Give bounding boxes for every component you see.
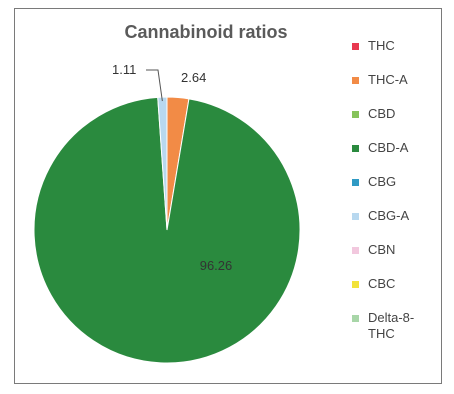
data-label-cbd-a: 96.26 [200,258,233,273]
legend-item-cbd-a: CBD-A [352,140,442,174]
legend-label: THC-A [368,72,408,87]
legend-swatch [352,315,359,322]
legend-item-thc-a: THC-A [352,72,442,106]
leader-line-cbg-a [146,69,163,102]
legend-swatch [352,179,359,186]
legend-swatch [352,145,359,152]
legend-label: CBN [368,242,396,257]
legend-swatch [352,111,359,118]
legend-swatch [352,43,359,50]
legend-item-cbc: CBC [352,276,442,310]
legend-swatch [352,213,359,220]
legend-label: CBG [368,174,397,189]
legend-label: THC [368,38,395,53]
legend-label: CBG-A [368,208,410,223]
data-label-thc-a: 2.64 [181,70,206,85]
legend-swatch [352,77,359,84]
pie-slice-cbg-a [157,96,168,231]
legend-item-cbd: CBD [352,106,442,140]
legend-label: CBD [368,106,396,121]
data-label-cbg-a: 1.11 [112,62,136,77]
legend-item-cbg-a: CBG-A [352,208,442,242]
legend-label: CBC [368,276,396,291]
pie-slice-cbd-a [33,96,301,364]
legend-item-cbn: CBN [352,242,442,276]
chart-title: Cannabinoid ratios [124,22,288,42]
legend-swatch [352,247,359,254]
chart-legend: THC THC-A CBD CBD-A CBG CBG-A CBN CBC Delta-8-TH… [352,38,442,344]
legend-item-delta-8-thc: Delta-8-THC [352,310,442,344]
legend-label: CBD-A [368,140,409,155]
legend-swatch [352,281,359,288]
legend-item-thc: THC [352,38,442,72]
legend-item-cbg: CBG [352,174,442,208]
legend-label: Delta-8-THC [368,310,415,341]
